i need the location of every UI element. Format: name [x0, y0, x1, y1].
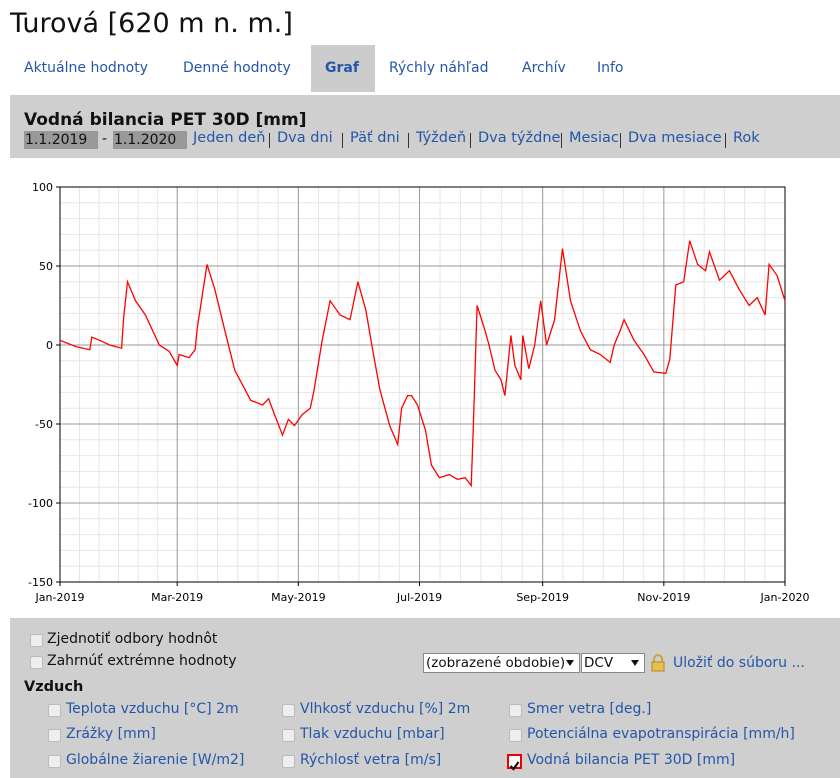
- chart: -150 -100 -50 0 50 100 Jan-2019 Mar-2019 May-201…: [28, 181, 810, 604]
- range-link[interactable]: Dva dni: [277, 130, 333, 146]
- x-tick-label: Jan-2020: [760, 591, 810, 604]
- sensor-label[interactable]: Rýchlosť vetra [m/s]: [300, 752, 442, 768]
- link-separator: [620, 133, 621, 148]
- chart-area: -150 -100 -50 0 50 100 Jan-2019 Mar-2019 May-201…: [10, 158, 840, 618]
- checkbox[interactable]: [48, 729, 61, 742]
- checkbox-checked[interactable]: [507, 754, 522, 771]
- section-title: Vzduch: [24, 679, 84, 695]
- x-tick-label: Mar-2019: [151, 591, 203, 604]
- link-separator: [408, 133, 409, 148]
- tab[interactable]: Info: [597, 60, 624, 76]
- sensor-label[interactable]: Potenciálna evapotranspirácia [mm/h]: [527, 726, 795, 742]
- range-link[interactable]: Týždeň: [416, 130, 467, 146]
- option-label: Zahrnúť extrémne hodnoty: [47, 653, 237, 669]
- checkbox[interactable]: [30, 656, 43, 669]
- sensor-label[interactable]: Teplota vzduchu [°C] 2m: [66, 701, 239, 717]
- y-tick-label: -150: [28, 576, 53, 589]
- select-arrow: [566, 660, 574, 666]
- link-separator: [561, 133, 562, 148]
- x-tick-label: Jan-2019: [35, 591, 85, 604]
- data-line: [59, 240, 786, 488]
- link-separator: [470, 133, 471, 148]
- range-link[interactable]: Dva mesiace: [628, 130, 722, 146]
- checkmark-path: [509, 761, 520, 771]
- lock-icon: [651, 654, 665, 672]
- y-tick-label: -100: [28, 497, 53, 510]
- range-link[interactable]: Rok: [733, 130, 760, 146]
- checkbox[interactable]: [30, 634, 43, 647]
- tab[interactable]: Aktuálne hodnoty: [24, 60, 148, 76]
- checkbox[interactable]: [282, 729, 295, 742]
- tab[interactable]: Denné hodnoty: [183, 60, 291, 76]
- active-tab-bg: [311, 45, 375, 92]
- range-link[interactable]: Dva týždne: [478, 130, 561, 146]
- y-tick-label: 100: [32, 181, 53, 194]
- y-tick-label: -50: [35, 418, 53, 431]
- y-tick-label: 0: [46, 339, 53, 352]
- station-title: Turová [620 m n. m.]: [10, 8, 293, 39]
- x-tick-label: Nov-2019: [637, 591, 690, 604]
- sensor-label[interactable]: Tlak vzduchu [mbar]: [300, 726, 445, 742]
- y-tick-label: 50: [39, 260, 53, 273]
- sensor-label[interactable]: Zrážky [mm]: [66, 726, 156, 742]
- range-link[interactable]: Jeden deň: [193, 130, 266, 146]
- format-select[interactable]: DCV: [581, 653, 645, 673]
- tab[interactable]: Graf: [325, 60, 359, 76]
- x-tick-label: Jul-2019: [396, 591, 442, 604]
- period-select[interactable]: (zobrazené obdobie): [423, 653, 580, 673]
- plot-frame: [59, 186, 786, 583]
- x-tick-label: Sep-2019: [516, 591, 569, 604]
- select-text: DCV: [584, 655, 614, 671]
- checkbox[interactable]: [509, 729, 522, 742]
- save-link[interactable]: Uložiť do súboru ...: [673, 655, 805, 671]
- date-to[interactable]: 1.1.2020: [113, 131, 187, 149]
- checkbox[interactable]: [282, 704, 295, 717]
- date-separator: -: [102, 131, 108, 147]
- sensor-label[interactable]: Smer vetra [deg.]: [527, 701, 652, 717]
- chart-title: Vodná bilancia PET 30D [mm]: [24, 110, 307, 130]
- sensor-label[interactable]: Globálne žiarenie [W/m2]: [66, 752, 245, 768]
- date-from[interactable]: 1.1.2019: [24, 131, 98, 149]
- sensor-label[interactable]: Vodná bilancia PET 30D [mm]: [527, 752, 736, 768]
- checkbox[interactable]: [509, 704, 522, 717]
- range-link[interactable]: Mesiac: [569, 130, 619, 146]
- option-label: Zjednotiť odbory hodnôt: [47, 631, 218, 647]
- sensor-label[interactable]: Vlhkosť vzduchu [%] 2m: [300, 701, 471, 717]
- range-link[interactable]: Päť dni: [350, 130, 400, 146]
- link-separator: [269, 133, 270, 148]
- select-arrow: [631, 660, 639, 666]
- checkmark: [509, 761, 520, 771]
- checkbox[interactable]: [48, 755, 61, 768]
- link-separator: [342, 133, 343, 148]
- select-text: (zobrazené obdobie): [426, 655, 566, 671]
- tab[interactable]: Archív: [522, 60, 566, 76]
- checkbox[interactable]: [282, 755, 295, 768]
- link-separator: [725, 133, 726, 148]
- x-tick-label: May-2019: [271, 591, 326, 604]
- checkbox[interactable]: [48, 704, 61, 717]
- tab[interactable]: Rýchly náhľad: [389, 60, 489, 76]
